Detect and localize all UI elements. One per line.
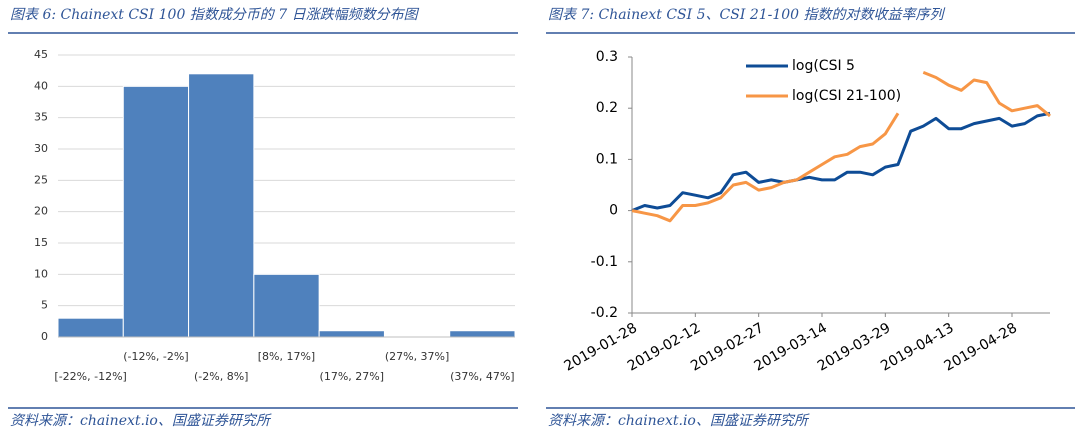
y-tick-label: 0.2 — [596, 100, 618, 116]
y-tick-label: 0 — [41, 330, 48, 343]
x-tick-label: [8%, 17%] — [258, 350, 315, 363]
y-tick-label: 35 — [34, 111, 48, 124]
chart-title: 图表 6: Chainext CSI 100 指数成分币的 7 日涨跌幅频数分布… — [10, 7, 420, 23]
y-tick-label: 10 — [34, 267, 48, 280]
y-tick-label: 15 — [34, 236, 48, 249]
bar — [318, 330, 385, 338]
y-tick-label: 40 — [34, 79, 48, 92]
x-tick-label: (-2%, 8%] — [194, 370, 248, 383]
bar — [122, 85, 190, 338]
y-tick-label: 0.3 — [596, 49, 618, 65]
x-tick-label: (27%, 37%] — [385, 350, 449, 363]
legend-label: log(CSI 21-100) — [792, 88, 901, 104]
line — [631, 111, 1051, 212]
x-tick-label: [-22%, -12%] — [54, 370, 126, 383]
chart-title: 图表 7: Chainext CSI 5、CSI 21-100 指数的对数收益率… — [548, 7, 946, 23]
y-tick-label: 20 — [34, 205, 48, 218]
bar — [188, 73, 255, 338]
y-tick-label: 0.1 — [596, 151, 618, 167]
source: 资料来源：chainext.io、国盛证券研究所 — [10, 413, 272, 429]
y-tick-label: 0 — [609, 203, 618, 219]
x-tick-label: (17%, 27%] — [320, 370, 384, 383]
x-tick-label: (-12%, -2%] — [123, 350, 188, 363]
bar — [57, 317, 124, 338]
y-tick-label: 25 — [34, 173, 48, 186]
y-tick-label: -0.2 — [591, 305, 618, 321]
y-tick-label: 5 — [41, 299, 48, 312]
y-tick-label: -0.1 — [591, 254, 618, 270]
source: 资料来源：chainext.io、国盛证券研究所 — [548, 413, 810, 429]
bar — [253, 273, 320, 338]
y-tick-label: 45 — [34, 48, 48, 61]
bar — [449, 330, 516, 338]
legend-label: log(CSI 5 — [792, 58, 855, 74]
line — [631, 71, 1051, 223]
x-tick-label: (37%, 47%] — [450, 370, 514, 383]
y-tick-label: 30 — [34, 142, 48, 155]
